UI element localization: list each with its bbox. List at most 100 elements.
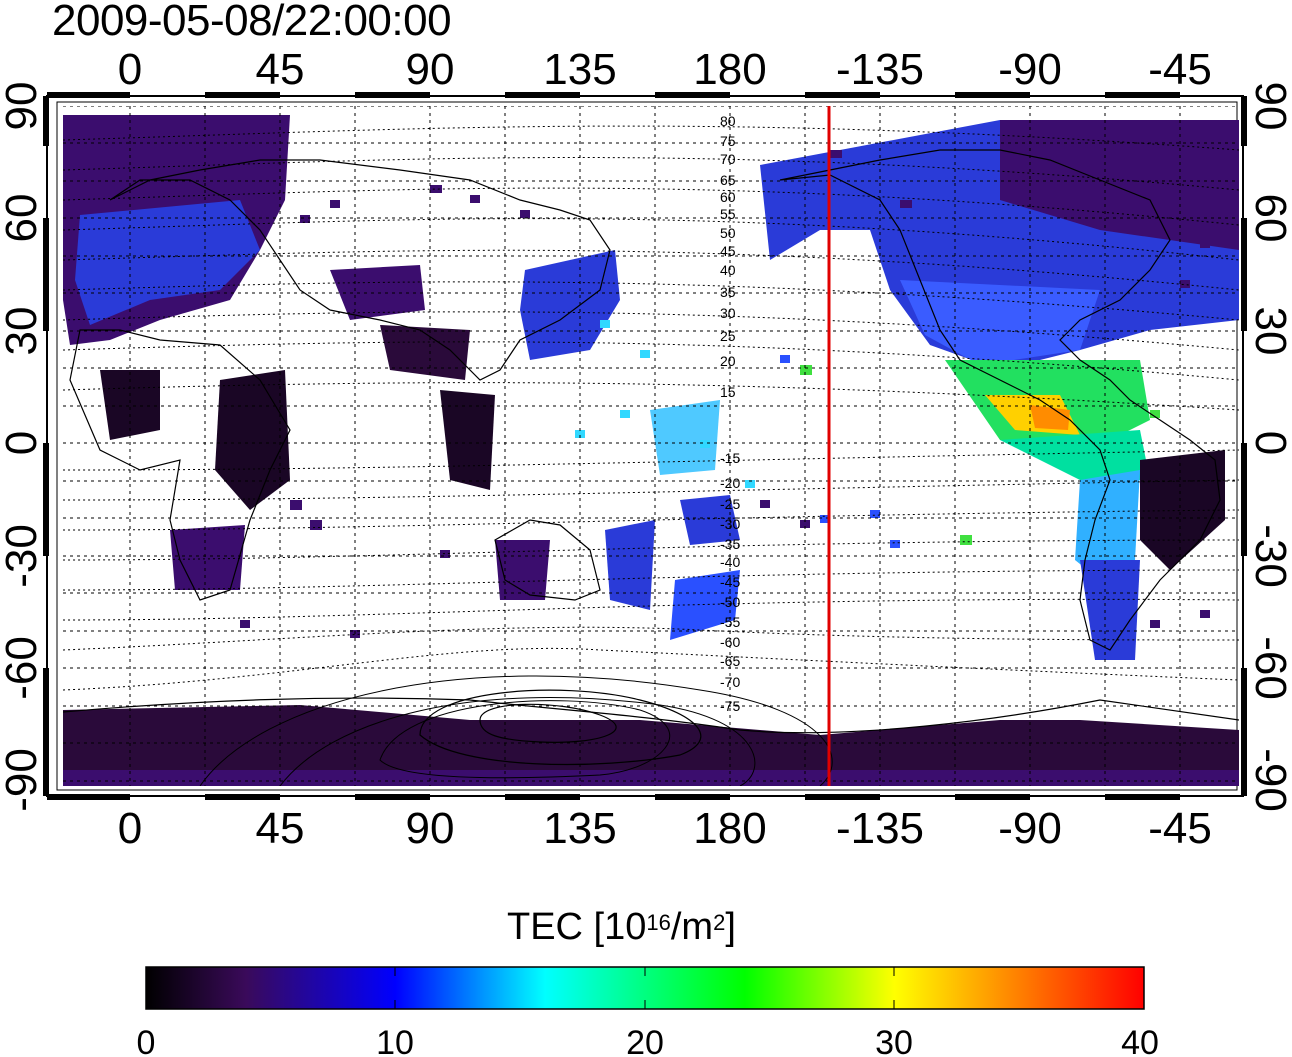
magnetic-latitude-label: -25 [720,496,740,512]
top-longitude-axis: 0 45 90 135 180 -135 -90 -45 [118,45,1212,94]
magnetic-latitude-label: 15 [720,384,736,400]
colorbar-ticks: 0 10 20 30 40 [137,1024,1159,1057]
tec-region-us [900,280,1100,365]
bottom-lon-tick: -90 [998,804,1062,853]
right-lat-tick: -90 [1246,748,1292,812]
right-latitude-axis: 90 60 30 0 -30 -60 -90 [1246,82,1292,812]
magnetic-latitude-label: -75 [720,698,740,714]
tec-region-east-asia [520,250,620,360]
top-lon-tick: 45 [256,45,305,94]
colorbar-tick: 10 [376,1024,414,1057]
magnetic-latitude-label: -60 [720,634,740,650]
colorbar-tick: 40 [1121,1024,1159,1057]
magnetic-latitude-label: 20 [720,353,736,369]
magnetic-latitude-label: -40 [720,554,740,570]
magnetic-latitude-label: 35 [720,284,736,300]
tec-region-antarctica [63,705,1239,786]
top-lon-tick: 180 [693,45,766,94]
magnetic-latitude-label: -45 [720,574,740,590]
tec-region-melanesia [605,520,655,610]
top-lon-tick: -45 [1148,45,1212,94]
timestamp-title: 2009-05-08/22:00:00 [52,0,452,45]
tec-region-south-asia [380,325,470,380]
colorbar-title-main: TEC [10 [507,906,647,948]
colorbar-title-end: ] [725,906,736,948]
right-lat-tick: 60 [1246,194,1292,243]
left-lat-tick: 90 [0,82,46,131]
tec-region-europe-core [75,200,260,325]
colorbar-title-unit: /m [670,906,714,948]
tec-region-southeast-asia [440,390,495,490]
magnetic-latitude-label: 70 [720,151,736,167]
tec-region-south-africa [170,525,245,590]
tec-region-east-africa [215,370,290,510]
magnetic-latitude-label: 25 [720,328,736,344]
tec-region-south-pole [63,770,1239,786]
tec-region-brazil [1140,450,1225,570]
graticule [63,106,1239,786]
top-lon-tick: 90 [406,45,455,94]
magnetic-latitude-label: 55 [720,206,736,222]
magnetic-latitude-label: 45 [720,243,736,259]
right-lat-tick: -60 [1246,636,1292,700]
tec-region-central-pacific [650,400,720,475]
colorbar-tick: 0 [137,1024,156,1057]
magnetic-latitude-label: -15 [720,450,740,466]
magnetic-latitude-label: 60 [720,189,736,205]
top-lon-tick: 0 [118,45,142,94]
magnetic-latitude-label: -70 [720,674,740,690]
right-lat-tick: 90 [1246,82,1292,131]
right-lat-tick: -30 [1246,524,1292,588]
magnetic-latitude-label: 75 [720,133,736,149]
magnetic-latitude-label: 30 [720,305,736,321]
bottom-lon-tick: -45 [1148,804,1212,853]
bottom-lon-tick: 45 [256,804,305,853]
colorbar-title-unit-exponent: 2 [713,910,726,935]
bottom-lon-tick: 90 [406,804,455,853]
magnetic-latitude-label: 50 [720,225,736,241]
bottom-lon-tick: -135 [836,804,924,853]
right-lat-tick: 0 [1246,431,1292,455]
left-lat-tick: -90 [0,748,46,812]
left-lat-tick: -30 [0,524,46,588]
frame-tick-bars [43,92,1247,800]
left-lat-tick: 0 [0,431,46,455]
tec-region-south-america-west [1075,470,1140,580]
magnetic-latitude-label: 80 [720,113,736,129]
magnetic-latitude-label: -35 [720,536,740,552]
colorbar-title: TEC [1016/m2] [507,905,736,949]
bottom-longitude-axis: 0 45 90 135 180 -135 -90 -45 [118,804,1212,853]
left-lat-tick: 60 [0,194,46,243]
tec-region-australia [495,540,550,600]
tec-region-new-zealand [670,570,740,640]
left-lat-tick: 30 [0,307,46,356]
bottom-lon-tick: 135 [543,804,616,853]
left-latitude-axis: 90 60 30 0 -30 -60 -90 [0,82,46,812]
right-lat-tick: 30 [1246,307,1292,356]
colorbar-minor-ticks [394,967,895,1009]
top-lon-tick: 135 [543,45,616,94]
magnetic-latitude-label: -30 [720,516,740,532]
bottom-lon-tick: 0 [118,804,142,853]
tec-region-central-asia [330,265,425,320]
magnetic-latitude-label: 65 [720,172,736,188]
map-inner-frame [56,101,1238,791]
left-lat-tick: -60 [0,636,46,700]
magnetic-latitude-label: -20 [720,475,740,491]
bottom-lon-tick: 180 [693,804,766,853]
tec-region-patagonia [1080,560,1140,660]
tec-region-pacific-south [680,495,740,545]
tec-data-layer [63,115,1239,786]
magnetic-latitude-label: -65 [720,653,740,669]
colorbar-tick: 20 [626,1024,664,1057]
colorbar-title-exponent: 16 [646,910,671,935]
colorbar-tick: 30 [875,1024,913,1057]
magnetic-latitude-label: -55 [720,614,740,630]
magnetic-latitude-label: 40 [720,262,736,278]
magnetic-contours [63,125,1239,691]
top-lon-tick: -135 [836,45,924,94]
top-lon-tick: -90 [998,45,1062,94]
tec-region-equatorial-max [1030,405,1070,430]
